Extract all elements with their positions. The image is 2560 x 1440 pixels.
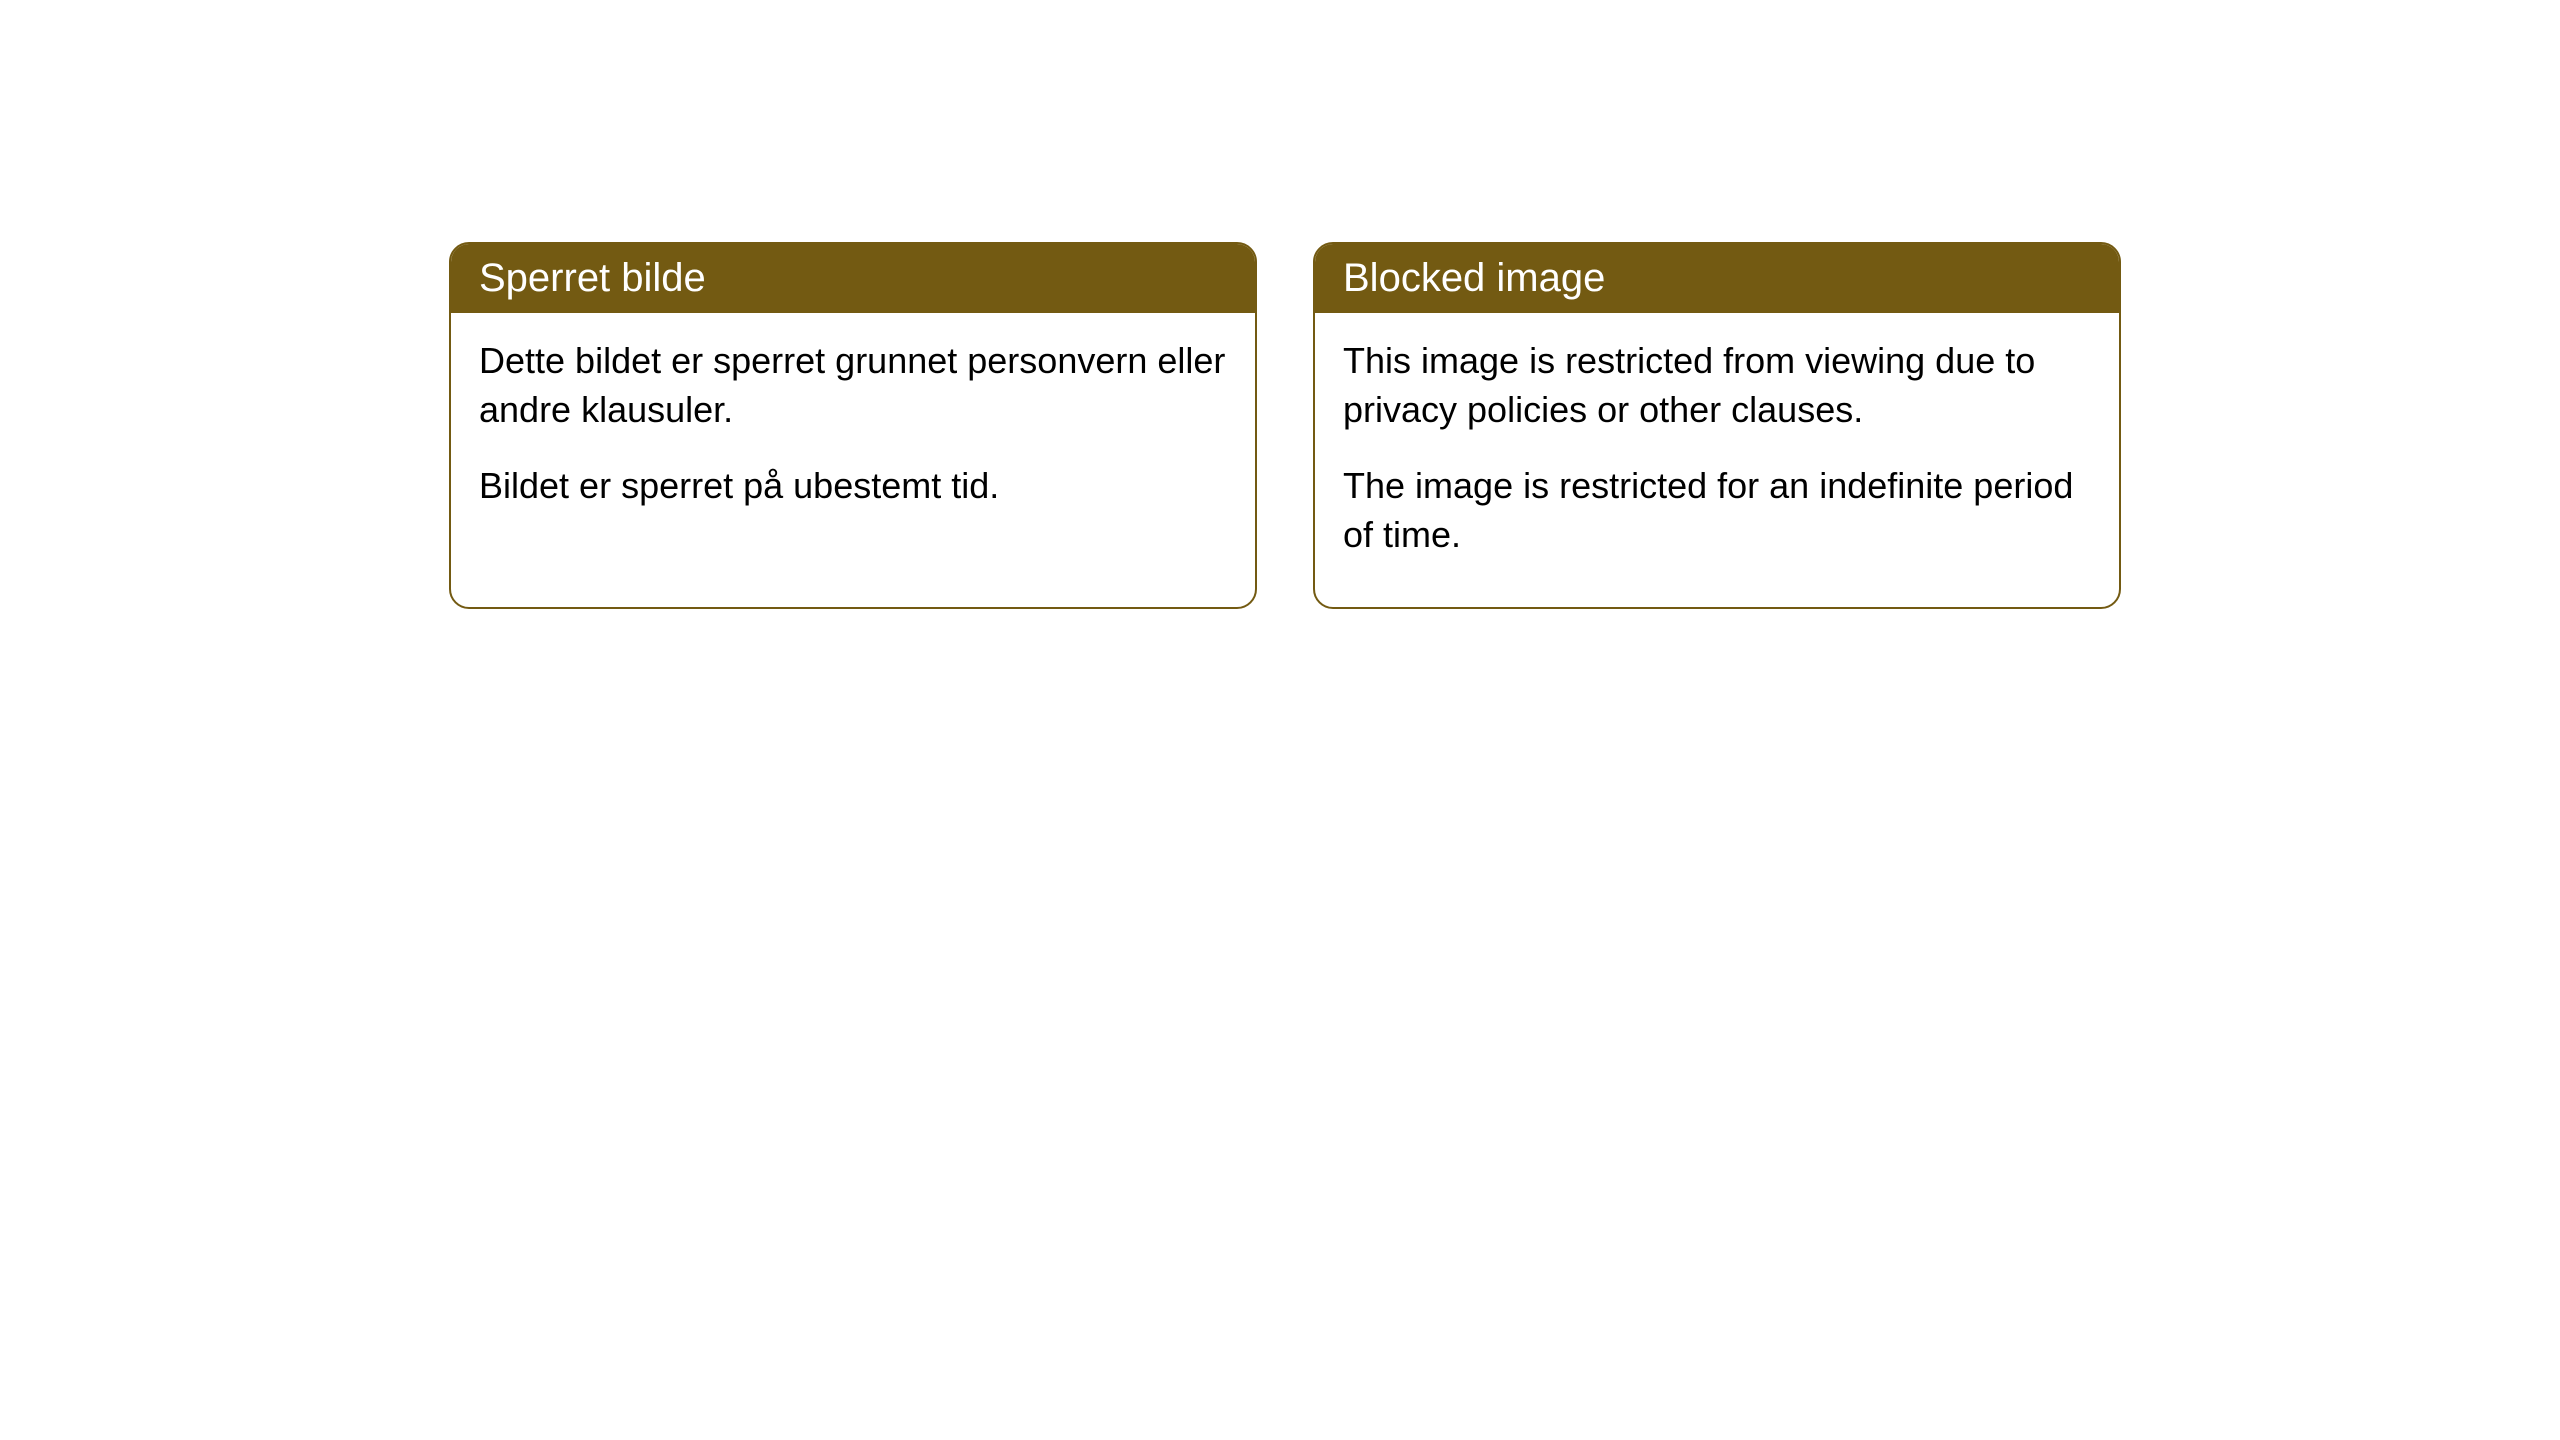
card-header: Blocked image bbox=[1315, 244, 2119, 313]
notice-card-norwegian: Sperret bilde Dette bildet er sperret gr… bbox=[449, 242, 1257, 609]
card-header: Sperret bilde bbox=[451, 244, 1255, 313]
card-title: Blocked image bbox=[1343, 256, 1605, 300]
card-body: This image is restricted from viewing du… bbox=[1315, 313, 2119, 607]
card-paragraph: Bildet er sperret på ubestemt tid. bbox=[479, 462, 1227, 511]
card-title: Sperret bilde bbox=[479, 256, 706, 300]
card-paragraph: The image is restricted for an indefinit… bbox=[1343, 462, 2091, 559]
card-paragraph: This image is restricted from viewing du… bbox=[1343, 337, 2091, 434]
notice-container: Sperret bilde Dette bildet er sperret gr… bbox=[0, 0, 2560, 609]
notice-card-english: Blocked image This image is restricted f… bbox=[1313, 242, 2121, 609]
card-paragraph: Dette bildet er sperret grunnet personve… bbox=[479, 337, 1227, 434]
card-body: Dette bildet er sperret grunnet personve… bbox=[451, 313, 1255, 559]
